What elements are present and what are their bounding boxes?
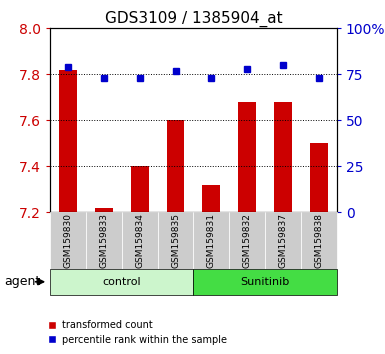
Text: GSM159832: GSM159832 [243, 213, 252, 268]
Text: GSM159835: GSM159835 [171, 213, 180, 268]
Title: GDS3109 / 1385904_at: GDS3109 / 1385904_at [105, 11, 282, 27]
Text: control: control [102, 277, 141, 287]
Bar [167, 120, 184, 212]
Text: GSM159834: GSM159834 [135, 213, 144, 268]
Legend: transformed count, percentile rank within the sample: transformed count, percentile rank withi… [44, 316, 231, 349]
Text: GSM159837: GSM159837 [279, 213, 288, 268]
Text: GSM159838: GSM159838 [315, 213, 323, 268]
Bar [95, 208, 113, 212]
Text: GSM159830: GSM159830 [64, 213, 72, 268]
Text: GSM159833: GSM159833 [99, 213, 108, 268]
Bar [59, 70, 77, 212]
Bar [310, 143, 328, 212]
Bar [131, 166, 149, 212]
Bar [274, 102, 292, 212]
Text: GSM159831: GSM159831 [207, 213, 216, 268]
Text: agent: agent [4, 275, 40, 288]
Bar [238, 102, 256, 212]
Text: Sunitinib: Sunitinib [241, 277, 290, 287]
Bar [203, 185, 220, 212]
